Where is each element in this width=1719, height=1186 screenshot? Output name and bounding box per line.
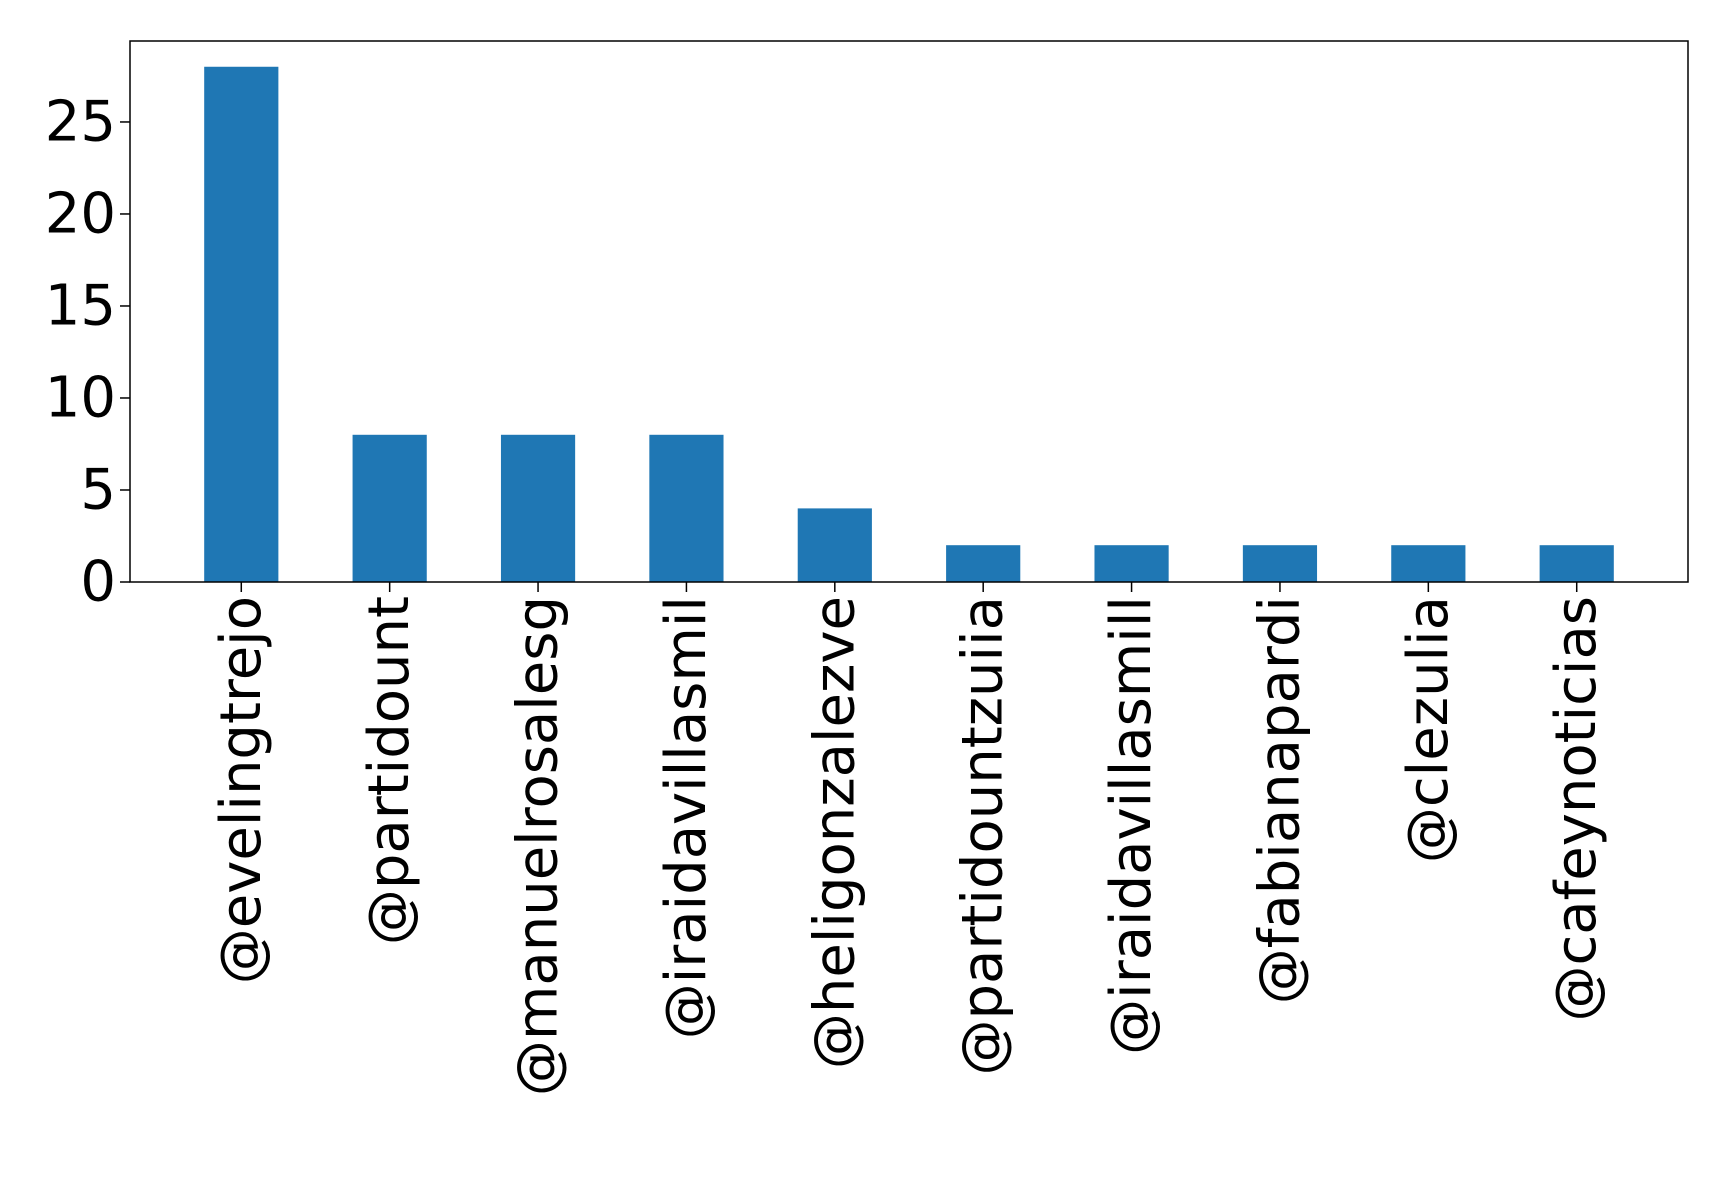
bar	[649, 434, 724, 582]
bar	[352, 434, 427, 582]
x-tick-label: @iraidavillasmill	[1099, 596, 1164, 1055]
x-tick-label: @heligonzalezve	[802, 596, 867, 1069]
bar	[1094, 545, 1169, 582]
bar	[946, 545, 1021, 582]
bar	[1242, 545, 1318, 582]
bar	[1391, 545, 1466, 582]
x-tick-label: @evelingtrejo	[209, 596, 274, 984]
x-tick-label: @partidountzuiia	[951, 596, 1016, 1075]
x-tick-label: @iraidavillasmil	[654, 596, 719, 1039]
plot-area-frame	[129, 40, 1689, 583]
bars-group	[204, 66, 1614, 582]
y-axis: 0 5 10 15 20 25	[45, 89, 130, 615]
x-tick-label: @manuelrosalesg	[506, 596, 571, 1096]
y-tick-label: 25	[45, 89, 116, 154]
x-tick-label: @fabianapardi	[1247, 596, 1312, 1004]
bar	[204, 66, 279, 582]
y-tick-label: 20	[45, 181, 116, 246]
y-tick-label: 5	[80, 457, 116, 522]
bar	[797, 508, 872, 582]
y-tick-label: 15	[45, 273, 116, 338]
y-tick-label: 0	[80, 550, 116, 615]
x-axis: @evelingtrejo @partidount @manuelrosalesg @…	[209, 582, 1609, 1096]
y-tick-label: 10	[45, 365, 116, 430]
x-tick-label: @cafeynoticias	[1544, 596, 1609, 1022]
bar	[1539, 545, 1614, 582]
x-tick-label: @partidount	[357, 596, 422, 945]
x-tick-label: @clezulia	[1396, 596, 1461, 863]
bar	[500, 434, 576, 582]
